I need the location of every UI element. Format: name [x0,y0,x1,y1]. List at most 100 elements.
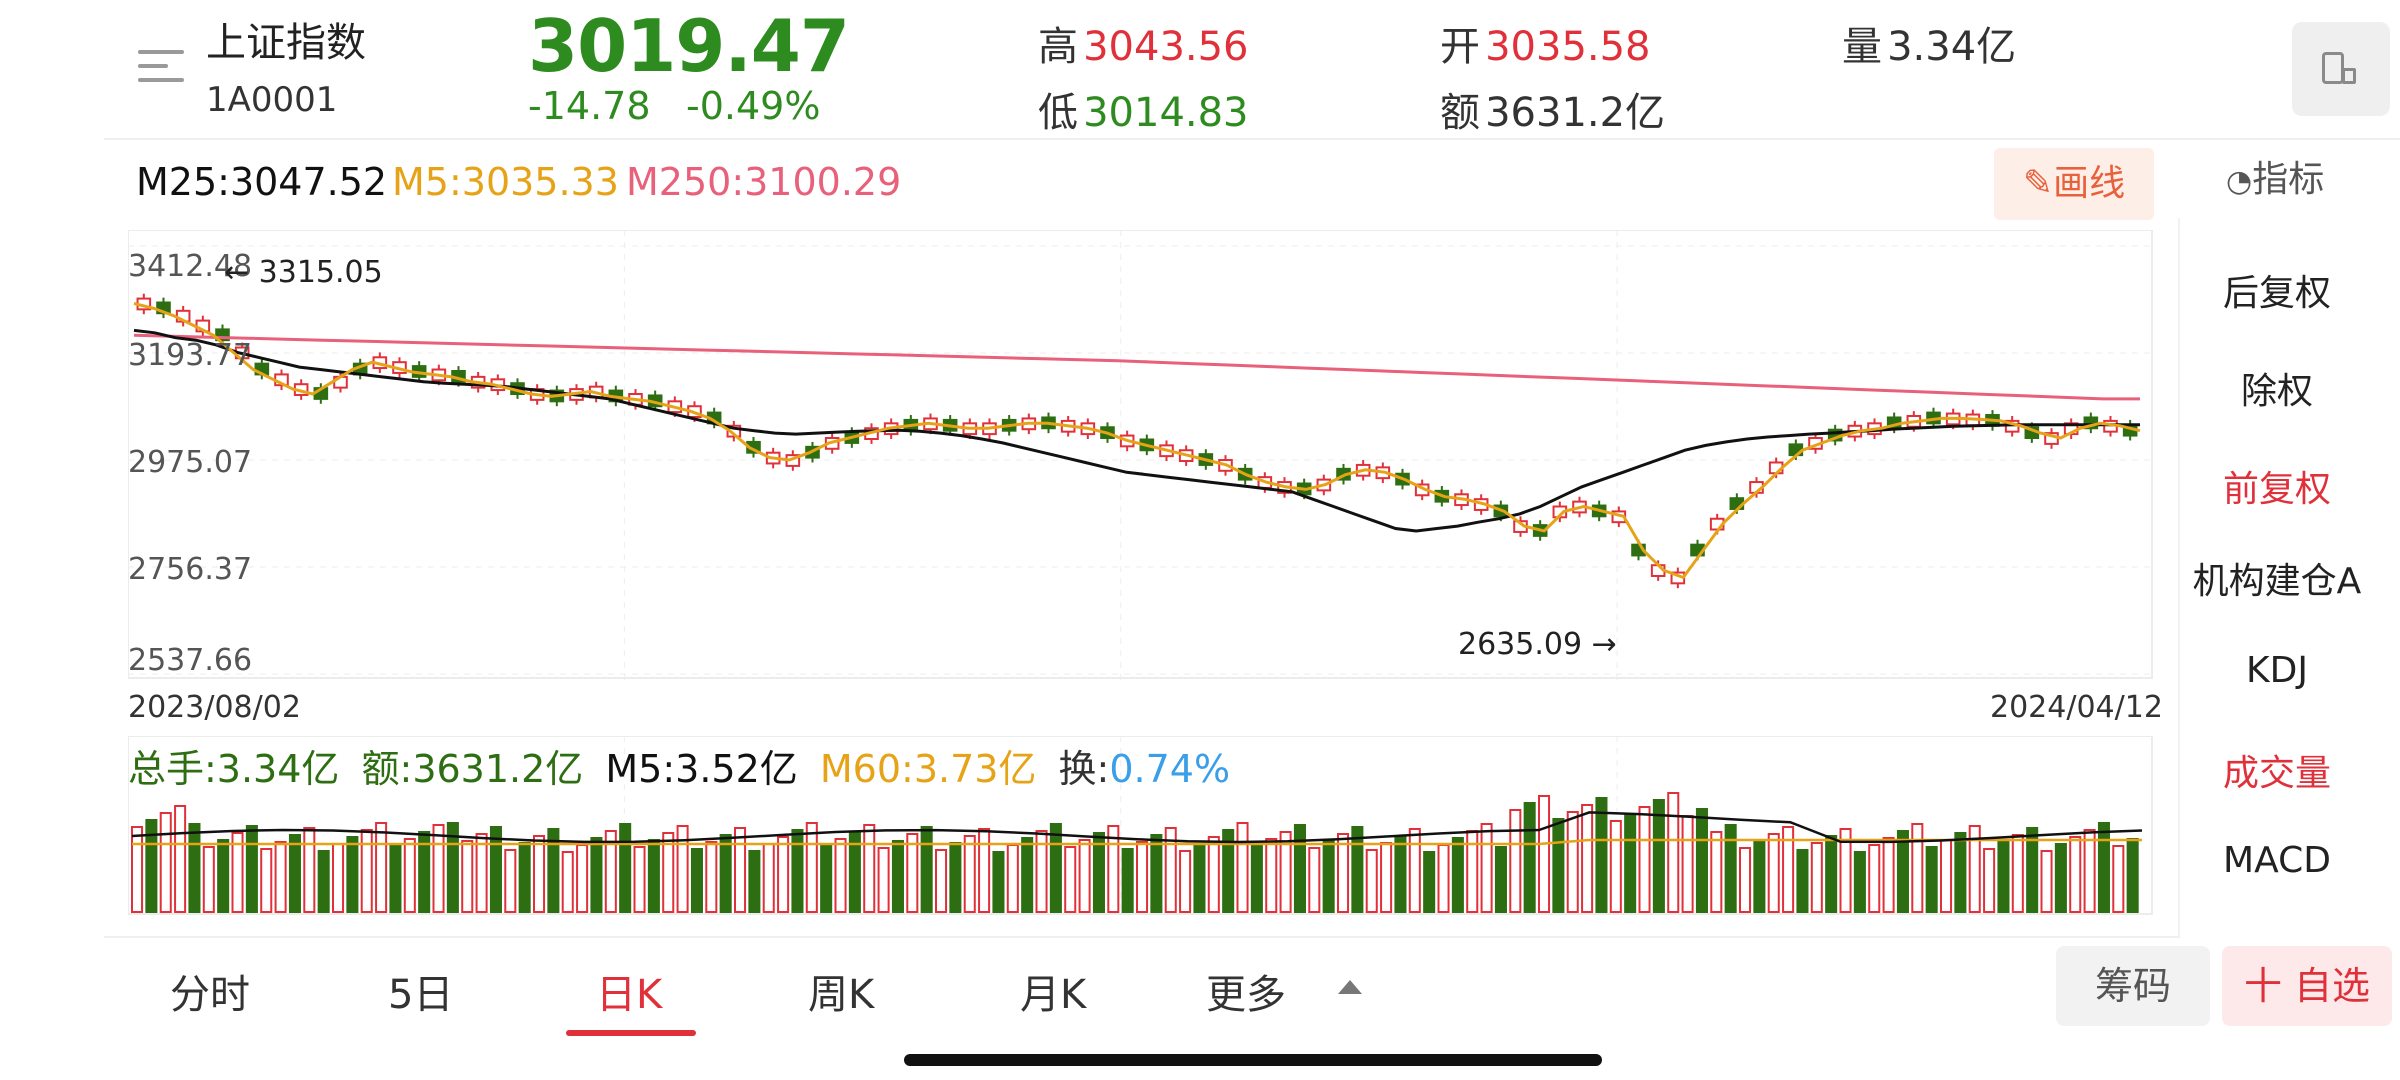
candlestick-chart[interactable]: 3412.48 3193.77 2975.07 2756.37 2537.66 ← 331… [128,230,2154,680]
side-item-ex-rights[interactable]: 除权 [2240,371,2313,412]
tab-monthly-k[interactable]: 月K [1020,972,1087,1018]
side-item-institution[interactable]: 机构建仓A [2192,561,2362,602]
volume-bar [719,834,732,913]
volume-bar [1552,818,1565,913]
tab-weekly-k[interactable]: 周K [808,972,875,1018]
current-price: 3019.47 [528,4,850,88]
volume-bar [432,824,445,913]
tab-more[interactable]: 更多 [1206,972,1286,1018]
landscape-toggle-button[interactable] [2292,22,2390,116]
volume-stat: 量 3.34亿 [1842,24,2017,70]
ma250-line [133,333,2140,401]
y-tick-label: 3412.48 [128,249,252,284]
volume-bar [461,840,474,913]
volume-bar [1753,840,1766,913]
volume-bar [1107,825,1120,913]
volume-bar [231,832,244,913]
volume-bar [863,824,876,913]
low-value: 3014.83 [1083,90,1249,136]
volume-bar [159,812,172,913]
volume-bar [1983,848,1996,913]
volume-bar [1250,845,1263,913]
volume-bar [1351,826,1364,913]
volume-bar [1667,792,1680,913]
volume-bar [360,829,373,913]
volume-bar [1136,841,1149,913]
volume-bar [1308,847,1321,913]
volume-bar [2083,829,2096,913]
volume-bar [1164,827,1177,913]
phone-icon [2322,52,2344,84]
tab-intraday[interactable]: 分时 [170,972,250,1018]
volume-bar [891,840,904,913]
index-code: 1A0001 [206,80,338,120]
volume-bar [906,833,919,913]
volume-frame [128,736,2153,915]
candle [2083,412,2099,434]
tab-daily-k[interactable]: 日K [596,972,663,1018]
volume-bar [1710,831,1723,913]
open-value: 3035.58 [1485,24,1651,70]
volume-bar [805,822,818,913]
volume-bar [1337,833,1350,913]
volume-bar [1078,839,1091,913]
volume-bar [1222,829,1235,913]
volume-bar [2026,827,2039,913]
volume-bar [1279,831,1292,913]
volume-bar [820,845,833,913]
volume-amount: 额:3631.2亿 [361,747,584,791]
side-item-kdj[interactable]: KDJ [2246,650,2308,691]
ma5-line [133,302,2141,580]
volume-bar [317,850,330,913]
chip-distribution-button[interactable]: 筹码 [2056,946,2210,1026]
volume-bar [1480,823,1493,913]
volume-bar [1566,811,1579,913]
price-change-pct: -0.49% [686,84,821,128]
ma25-line [133,328,2140,533]
volume-bar [1767,833,1780,913]
volume-bar [1193,843,1206,913]
volume-bar [1380,842,1393,913]
volume-bar [2011,834,2024,913]
volume-bar [777,836,790,913]
draw-line-button[interactable]: ✎画线 [1994,148,2154,220]
start-date: 2023/08/02 [128,690,301,725]
volume-bar [1839,828,1852,913]
caret-up-icon[interactable] [1338,980,1362,994]
volume-m5-line [131,811,2143,844]
index-name: 上证指数 [206,20,366,66]
menu-icon[interactable] [138,46,184,86]
volume-bar [1997,841,2010,913]
side-item-forward-adjust[interactable]: 前复权 [2222,469,2331,510]
volume-bar [375,822,388,913]
volume-bar [303,827,316,913]
candle-body [726,424,742,438]
volume-legend: 总手:3.34亿 额:3631.2亿 M5:3.52亿 M60:3.73亿 换:… [128,738,1230,793]
add-watchlist-button[interactable]: 十 自选 [2222,946,2392,1026]
volume-bar [1652,799,1665,913]
tab-5day[interactable]: 5日 [388,972,454,1018]
side-item-macd[interactable]: MACD [2223,840,2331,881]
volume-chart[interactable] [128,736,2154,916]
volume-bar [1695,808,1708,913]
volume-bar [791,829,804,913]
volume-bar [389,845,402,913]
volume-bar [705,841,718,913]
indicator-button[interactable]: ◔指标 [2226,159,2325,200]
volume-bar [1423,851,1436,913]
low-stat: 低 3014.83 [1038,90,1249,136]
side-item-back-adjust[interactable]: 后复权 [2222,273,2331,314]
volume-bar [1150,834,1163,913]
volume-bar [834,838,847,913]
volume-bar [633,846,646,913]
volume-bar [202,846,215,913]
volume-bar [489,826,502,913]
volume-bar [1595,797,1608,913]
volume-bar [1681,815,1694,913]
volume-bar [1394,835,1407,913]
side-item-volume[interactable]: 成交量 [2222,753,2331,794]
volume-bar [1437,844,1450,913]
volume-bar [217,839,230,913]
volume-bar [1538,795,1551,913]
volume-bar [1724,824,1737,913]
